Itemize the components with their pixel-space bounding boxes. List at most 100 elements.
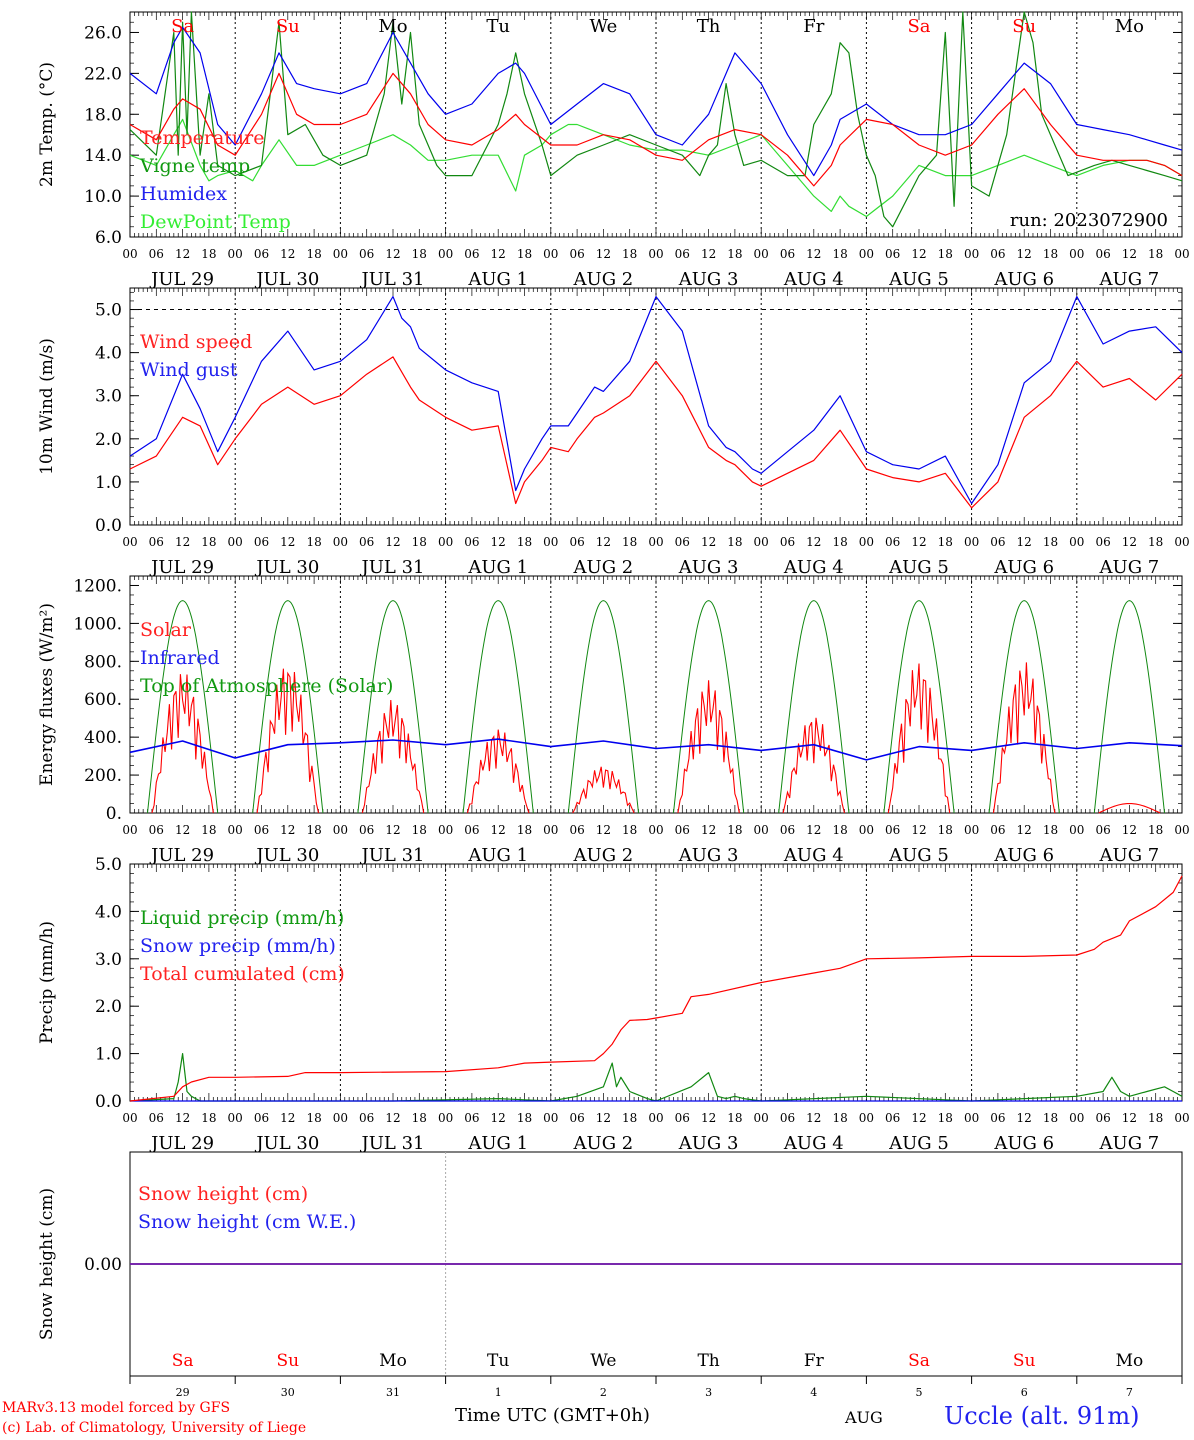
y-tick-label: 3.0 [95, 387, 122, 407]
y-tick-label: 1.0 [95, 1045, 122, 1065]
hour-tick-label: 12 [1122, 535, 1137, 549]
toa-solar-line [567, 600, 639, 814]
hour-tick-label: 00 [754, 535, 769, 549]
hour-tick-label: 18 [727, 247, 742, 261]
hour-tick-label: 06 [885, 247, 900, 261]
weekday-label: We [590, 1351, 616, 1371]
solar-line [466, 729, 530, 814]
day-number-label: 5 [916, 1386, 923, 1399]
toa-solar-line [778, 600, 850, 814]
weekday-label: Fr [803, 16, 824, 37]
hour-tick-label: 18 [201, 247, 216, 261]
hour-tick-label: 18 [1148, 823, 1163, 837]
hour-tick-label: 12 [701, 823, 716, 837]
hour-tick-label: 00 [859, 1111, 874, 1125]
weekday-label: Tu [487, 1351, 509, 1371]
solar-line [256, 668, 320, 814]
y-tick-label: 2.0 [95, 997, 122, 1017]
hour-tick-label: 06 [990, 823, 1005, 837]
hour-tick-label: 00 [122, 247, 137, 261]
hour-tick-label: 18 [1043, 1111, 1058, 1125]
y-tick-label: 5.0 [95, 301, 122, 321]
hour-tick-label: 00 [122, 823, 137, 837]
hour-tick-label: 06 [464, 823, 479, 837]
hour-tick-label: 18 [517, 247, 532, 261]
hour-tick-label: 06 [254, 247, 269, 261]
y-tick-label: 0.00 [84, 1255, 122, 1275]
hour-tick-label: 00 [122, 535, 137, 549]
date-label: AUG 3 [678, 269, 739, 290]
day-number-label: 2 [600, 1386, 607, 1399]
date-label: AUG 7 [1099, 1133, 1160, 1154]
hour-tick-label: 06 [464, 535, 479, 549]
hour-tick-label: 06 [149, 535, 164, 549]
hour-tick-label: 18 [938, 247, 953, 261]
hour-tick-label: 00 [333, 1111, 348, 1125]
date-label: AUG 7 [1099, 845, 1160, 866]
hour-tick-label: 12 [911, 823, 926, 837]
weekday-label: Th [697, 16, 721, 37]
hour-tick-label: 00 [438, 823, 453, 837]
hour-tick-label: 18 [938, 535, 953, 549]
hour-tick-label: 00 [122, 1111, 137, 1125]
hour-tick-label: 06 [780, 1111, 795, 1125]
hour-tick-label: 00 [648, 823, 663, 837]
hour-tick-label: 06 [780, 535, 795, 549]
hour-tick-label: 00 [543, 823, 558, 837]
y-tick-label: 14.0 [84, 146, 122, 166]
legend-top-of-atmosphere-solar: Top of Atmosphere (Solar) [140, 675, 393, 697]
hour-tick-label: 18 [306, 247, 321, 261]
hour-tick-label: 12 [280, 535, 295, 549]
date-label: AUG 4 [783, 845, 844, 866]
y-axis-label: Precip (mm/h) [37, 921, 57, 1044]
run-label: run: 2023072900 [1010, 210, 1168, 231]
hour-tick-label: 18 [201, 535, 216, 549]
hour-tick-label: 06 [569, 823, 584, 837]
hour-tick-label: 12 [701, 535, 716, 549]
hour-tick-label: 06 [254, 1111, 269, 1125]
hour-tick-label: 00 [333, 535, 348, 549]
weekday-label: Mo [379, 1351, 407, 1371]
hour-tick-label: 00 [859, 247, 874, 261]
date-label: AUG 4 [783, 269, 844, 290]
hour-tick-label: 06 [675, 823, 690, 837]
hour-tick-label: 12 [596, 535, 611, 549]
hour-tick-label: 00 [964, 247, 979, 261]
hour-tick-label: 12 [280, 247, 295, 261]
date-label: JUL 30 [254, 557, 319, 578]
hour-tick-label: 18 [517, 1111, 532, 1125]
hour-tick-label: 12 [596, 247, 611, 261]
hour-tick-label: 18 [517, 823, 532, 837]
hour-tick-label: 12 [280, 1111, 295, 1125]
hour-tick-label: 12 [1017, 1111, 1032, 1125]
date-label: AUG 1 [467, 1133, 528, 1154]
weekday-label: Mo [378, 16, 407, 37]
hour-tick-label: 00 [228, 823, 243, 837]
hour-tick-label: 12 [1017, 823, 1032, 837]
hour-tick-label: 00 [1174, 823, 1189, 837]
weekday-label: Fr [804, 1351, 825, 1371]
solar-line [677, 680, 740, 814]
weekday-label: Sa [171, 16, 194, 37]
solar-line [782, 717, 846, 814]
day-number-label: 4 [810, 1386, 817, 1399]
hour-tick-label: 06 [1095, 823, 1110, 837]
date-label: AUG 5 [888, 1133, 949, 1154]
hour-tick-label: 12 [175, 823, 190, 837]
date-label: AUG 2 [573, 1133, 634, 1154]
hour-tick-label: 18 [938, 823, 953, 837]
hour-tick-label: 18 [832, 535, 847, 549]
legend-snow-precip-mm-h: Snow precip (mm/h) [140, 935, 336, 957]
hour-tick-label: 18 [622, 823, 637, 837]
hour-tick-label: 12 [701, 1111, 716, 1125]
hour-tick-label: 06 [675, 1111, 690, 1125]
y-tick-label: 2.0 [95, 430, 122, 450]
hour-tick-label: 00 [1069, 1111, 1084, 1125]
date-label: JUL 29 [149, 557, 214, 578]
day-number-label: 30 [281, 1386, 295, 1399]
solar-line [361, 699, 425, 814]
hour-tick-label: 12 [385, 247, 400, 261]
y-tick-label: 1.0 [95, 473, 122, 493]
hour-tick-label: 12 [1122, 823, 1137, 837]
date-label: AUG 2 [573, 269, 634, 290]
